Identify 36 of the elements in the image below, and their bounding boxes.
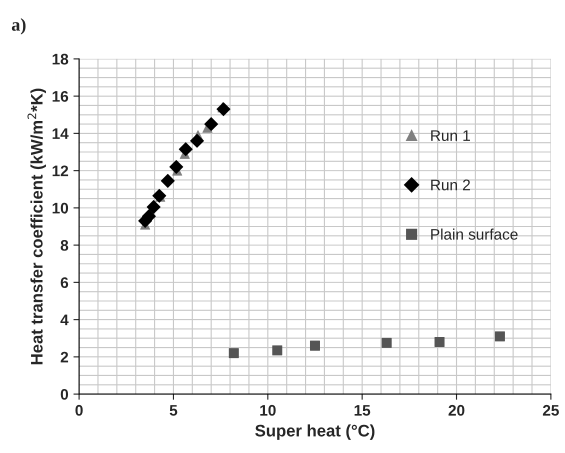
point (272, 345, 282, 356)
x-tick-label: 10 (260, 404, 276, 416)
point (160, 174, 175, 188)
point (146, 200, 161, 214)
point (190, 134, 204, 148)
y-tick-label: 2 (60, 352, 68, 362)
point (152, 188, 166, 203)
y-tick-label: 12 (52, 166, 68, 176)
point (204, 117, 218, 132)
point (178, 142, 193, 156)
point (216, 102, 230, 116)
y-tick-label: 10 (52, 202, 68, 214)
point (169, 160, 184, 174)
y-tick-label: 18 (52, 54, 68, 65)
x-tick-label: 15 (354, 405, 370, 416)
x-tick-label: 5 (170, 405, 178, 416)
legend-label: Run 2 (431, 180, 470, 190)
x-tick-label: 25 (542, 404, 559, 416)
legend-label: Run 1 (431, 130, 470, 141)
chart-title: a) (12, 18, 26, 34)
y-tick-label: 14 (52, 128, 69, 139)
y-tick-label: 4 (60, 314, 69, 326)
y-tick-label: 6 (60, 277, 68, 288)
y-tick-label: 16 (52, 91, 68, 102)
point (494, 331, 505, 342)
legend-label: Plain surface (431, 228, 518, 240)
point (382, 338, 392, 348)
x-tick-label: 0 (75, 404, 83, 416)
point (228, 348, 239, 358)
point (434, 336, 445, 347)
y-tick-label: 8 (60, 240, 68, 251)
y-tick-label: 0 (60, 388, 68, 400)
x-axis-title: Super heat (°C) (255, 424, 374, 440)
x-tick-label: 20 (448, 404, 464, 416)
point (310, 340, 320, 351)
y-axis-title: Heat transfer coefficient (kW/m$^{2}$*K) (27, 88, 46, 364)
